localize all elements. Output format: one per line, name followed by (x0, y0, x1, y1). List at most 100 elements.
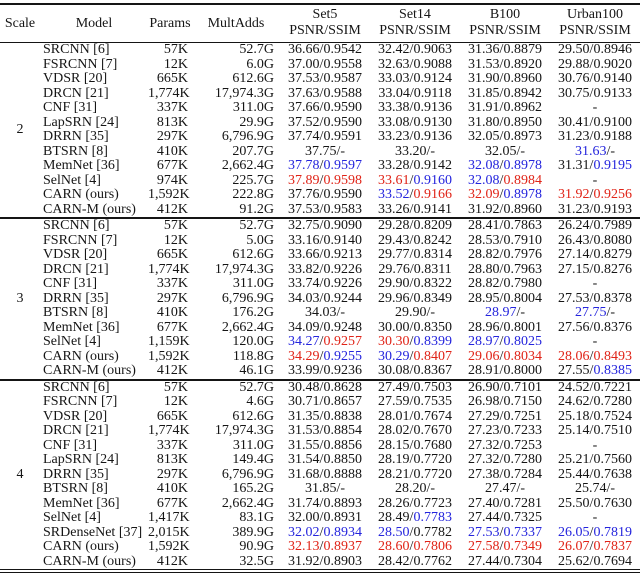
multadds-cell: 17,974.3G (214, 85, 274, 101)
table-row: 2 SRCNN [6] 57K 52.7G 36.66/0.9542 32.42/0.90… (0, 42, 640, 136)
ssim-value: 0.9590 (323, 187, 362, 202)
psnr-value: 27.53 (558, 290, 590, 306)
benchmark-name: Set14 (399, 7, 431, 22)
ssim-value: 0.8385 (593, 363, 632, 378)
ssim-value: 0.9193 (593, 201, 632, 217)
b100-result-cell: 28.97/- (484, 305, 526, 320)
model-cell: VDSR [20] (43, 408, 108, 424)
params-cell: 813K (156, 114, 188, 130)
ssim-value: 0.9020 (593, 56, 632, 72)
psnr-value: 31.35 (288, 408, 320, 424)
model-cell: SelNet [4] (43, 334, 101, 349)
table-row: MemNet [36] 677K 2,662.4G 34.09/0.9248 30.00… (0, 319, 640, 336)
ssim-value: 0.7980 (503, 276, 542, 291)
params-cell: 297K (156, 466, 188, 482)
psnr-value: 27.55 (558, 363, 590, 378)
psnr-value: 25.44 (558, 466, 590, 482)
ssim-value: - (340, 481, 346, 496)
psnr-value: 32.09 (468, 187, 500, 202)
psnr-value: 31.63 (574, 143, 607, 159)
ssim-value: 0.9142 (413, 158, 452, 173)
psnr-value: 32.42 (378, 42, 410, 57)
params-cell: 1,592K (148, 187, 190, 202)
multadds-cell: 52.7G (239, 218, 274, 233)
psnr-value: 30.29 (378, 348, 410, 364)
psnr-value: 31.53 (288, 423, 320, 438)
ssim-value: 0.9583 (323, 201, 362, 217)
psnr-value: 24.52 (558, 379, 590, 395)
psnr-value: 32.08 (468, 158, 500, 173)
table-row: CNF [31] 337K 311.0G 31.55/0.8856 28.15/0.76… (0, 437, 640, 454)
ssim-value: - (430, 305, 436, 320)
ssim-value: 0.8349 (413, 290, 452, 306)
ssim-value: 0.9133 (593, 85, 632, 101)
params-cell: 1,159K (148, 334, 190, 349)
psnr-value: 26.24 (558, 218, 590, 233)
set5-result-cell: 37.89/0.9598 (288, 172, 362, 188)
model-cell: MemNet [36] (43, 319, 120, 335)
table-row: MemNet [36] 677K 2,662.4G 31.74/0.8893 28.26… (0, 495, 640, 512)
set14-result-cell: 27.49/0.7503 (378, 379, 452, 395)
table-row: CARN-M (ours) 412K 32.5G 31.92/0.8903 28.42/… (0, 553, 640, 570)
multadds-cell: 176.2G (232, 305, 274, 320)
ssim-value: 0.9136 (413, 129, 452, 144)
psnr-value: 28.42 (378, 553, 410, 569)
psnr-value: 37.76 (288, 187, 320, 202)
ssim-value: 0.8920 (503, 56, 542, 72)
psnr-value: 33.82 (288, 261, 320, 277)
model-cell: BTSRN [8] (43, 305, 108, 320)
params-cell: 410K (156, 481, 188, 496)
psnr-value: 27.47 (484, 481, 517, 496)
set14-result-cell: 29.77/0.8314 (378, 247, 452, 262)
set5-result-cell: 37.75/- (304, 143, 346, 159)
multadds-cell: 91.2G (239, 201, 274, 217)
ssim-value: 0.9166 (413, 187, 452, 202)
b100-result-cell: 29.06/0.8034 (468, 348, 542, 364)
params-cell: 1,774K (148, 423, 190, 438)
ssim-value: - (520, 143, 526, 159)
ssim-value: 0.7535 (413, 394, 452, 409)
ssim-value: 0.8978 (503, 187, 542, 202)
psnr-value: 32.05 (484, 143, 517, 159)
set14-result-cell: 30.08/0.8367 (378, 363, 452, 378)
set5-result-cell: 37.63/0.9588 (288, 85, 362, 101)
model-cell: FSRCNN [7] (43, 56, 118, 72)
ssim-value: 0.8960 (503, 71, 542, 86)
ssim-value: - (430, 143, 436, 159)
set14-result-cell: 29.76/0.8311 (378, 261, 452, 277)
psnr-value: 31.92 (558, 187, 590, 202)
set5-result-cell: 32.75/0.9090 (288, 218, 362, 233)
b100-result-cell: 28.82/0.7976 (468, 247, 542, 262)
psnr-value: 27.29 (468, 408, 500, 424)
ssim-value: 0.9597 (323, 158, 362, 173)
psnr-value: 31.54 (288, 452, 320, 467)
set14-result-cell: 33.03/0.9124 (378, 71, 452, 86)
b100-result-cell: 27.32/0.7253 (468, 437, 542, 453)
params-cell: 974K (156, 172, 188, 188)
urban100-result-cell: - (592, 510, 598, 525)
urban100-result-cell: 31.23/0.9188 (558, 129, 632, 144)
ssim-value: 0.8025 (503, 334, 542, 349)
ssim-value: 0.9188 (593, 129, 632, 144)
urban100-result-cell: 27.56/0.8376 (558, 319, 632, 335)
b100-result-cell: 31.90/0.8960 (468, 71, 542, 86)
set14-result-cell: 33.26/0.9141 (378, 201, 452, 217)
table-row: VDSR [20] 665K 612.6G 37.53/0.9587 33.03/0.9… (0, 71, 640, 87)
col-header-urban100: Urban100 PSNR/SSIM (550, 4, 640, 43)
ssim-value: 0.9118 (413, 85, 452, 101)
ssim-value: 0.7694 (593, 553, 632, 569)
set14-result-cell: 28.02/0.7670 (378, 423, 452, 438)
psnr-value: 33.99 (288, 363, 320, 378)
psnr-value: 33.38 (378, 100, 410, 115)
psnr-value: 31.90 (468, 71, 500, 86)
model-cell: SelNet [4] (43, 172, 101, 188)
ssim-value: 0.7253 (503, 437, 542, 453)
psnr-value: 33.74 (288, 276, 320, 291)
psnr-value: 27.40 (468, 495, 500, 511)
psnr-value: 33.66 (288, 247, 320, 262)
multadds-cell: 389.9G (232, 524, 274, 540)
table-row: DRCN [21] 1,774K 17,974.3G 37.63/0.9588 33.0… (0, 85, 640, 102)
set14-result-cell: 29.28/0.8209 (378, 218, 452, 233)
psnr-value: 27.49 (378, 379, 410, 395)
ssim-value: 0.7233 (503, 423, 542, 438)
